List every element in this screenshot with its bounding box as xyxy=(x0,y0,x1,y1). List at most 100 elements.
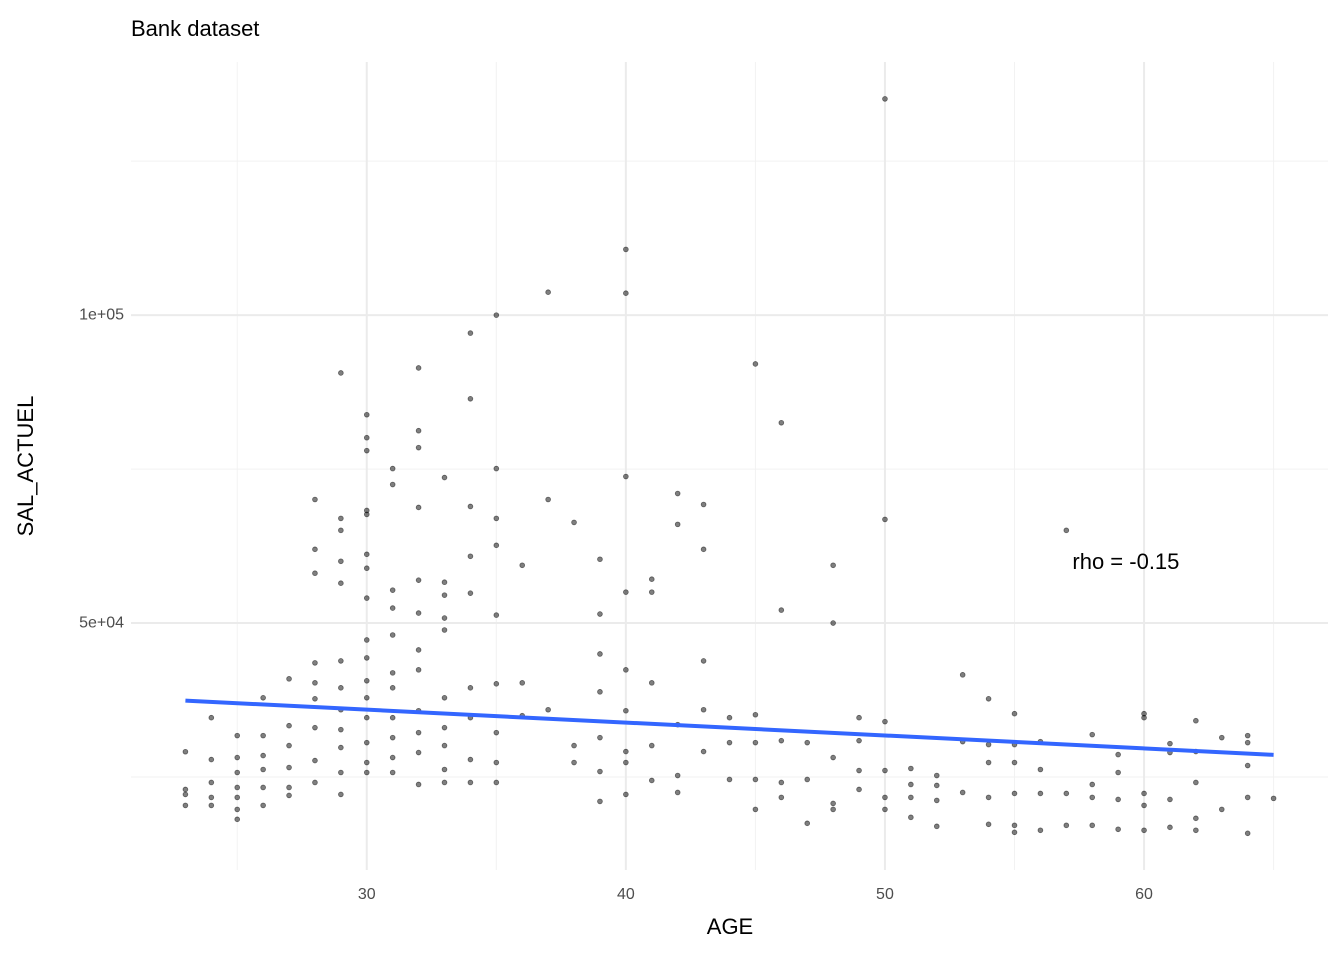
point xyxy=(882,794,888,801)
point xyxy=(1115,796,1121,803)
point xyxy=(933,772,940,779)
point xyxy=(985,695,992,702)
point xyxy=(363,678,370,684)
point xyxy=(467,396,474,402)
point xyxy=(338,527,344,534)
point xyxy=(1244,830,1251,837)
point xyxy=(493,729,500,736)
point xyxy=(830,620,836,626)
point xyxy=(882,718,888,725)
point xyxy=(182,802,189,809)
point xyxy=(493,759,500,766)
point xyxy=(726,776,733,783)
point xyxy=(312,724,318,731)
point xyxy=(882,516,888,523)
point xyxy=(623,667,629,673)
point xyxy=(752,739,759,746)
point xyxy=(312,570,318,577)
point xyxy=(648,742,655,749)
point xyxy=(752,776,759,783)
point xyxy=(441,779,448,786)
point xyxy=(959,789,966,796)
point xyxy=(493,681,500,687)
y-tick-label: 5e+04 xyxy=(79,614,124,631)
point xyxy=(312,695,318,702)
point xyxy=(1011,829,1018,836)
point xyxy=(674,772,681,779)
point xyxy=(389,670,396,676)
point xyxy=(882,96,888,102)
y-axis-title: SAL_ACTUEL xyxy=(13,396,38,537)
point xyxy=(234,794,241,801)
point xyxy=(389,769,396,776)
point xyxy=(856,737,862,744)
point xyxy=(467,756,474,763)
chart-title: Bank dataset xyxy=(131,16,259,41)
point xyxy=(493,465,500,472)
point xyxy=(623,759,629,766)
point xyxy=(908,765,914,772)
point xyxy=(545,496,551,503)
point xyxy=(1037,790,1044,797)
point xyxy=(182,748,189,755)
point xyxy=(338,769,344,776)
point xyxy=(363,434,370,441)
point xyxy=(933,797,940,804)
point xyxy=(363,511,370,518)
point xyxy=(830,800,836,807)
point xyxy=(415,365,422,371)
point xyxy=(182,786,189,793)
point xyxy=(623,748,629,755)
point xyxy=(778,419,785,426)
point xyxy=(415,647,422,653)
point xyxy=(1244,794,1251,801)
point xyxy=(908,781,914,788)
point xyxy=(389,714,396,721)
point xyxy=(1141,790,1147,797)
point xyxy=(674,490,681,497)
point xyxy=(1167,740,1173,747)
point xyxy=(597,556,603,563)
point xyxy=(493,779,500,786)
point xyxy=(441,695,448,701)
point xyxy=(389,605,396,611)
point xyxy=(493,542,500,549)
point xyxy=(234,754,241,761)
point xyxy=(389,465,396,472)
point xyxy=(700,501,707,508)
point xyxy=(597,798,603,805)
point xyxy=(338,515,344,522)
point xyxy=(260,784,266,791)
point xyxy=(648,576,655,582)
point xyxy=(234,769,241,776)
point xyxy=(234,806,241,813)
point xyxy=(856,767,862,774)
point xyxy=(726,739,733,746)
point xyxy=(1063,527,1070,534)
point xyxy=(597,611,603,617)
point xyxy=(363,411,370,418)
point xyxy=(700,748,707,755)
point xyxy=(571,519,577,526)
point xyxy=(208,756,215,763)
point xyxy=(623,589,629,595)
point xyxy=(415,610,422,616)
point xyxy=(1141,827,1147,834)
point xyxy=(959,672,966,678)
annotation: rho = -0.15 xyxy=(1072,549,1179,574)
point xyxy=(260,732,266,739)
point xyxy=(1141,802,1147,809)
point xyxy=(597,689,603,695)
point xyxy=(208,714,215,721)
point xyxy=(700,546,707,553)
point xyxy=(1270,795,1277,802)
point xyxy=(312,757,318,764)
point xyxy=(234,732,241,739)
point xyxy=(389,632,396,638)
point xyxy=(441,615,448,621)
point xyxy=(363,637,370,643)
point xyxy=(648,589,655,595)
point xyxy=(623,791,629,798)
point xyxy=(1244,762,1251,769)
point xyxy=(286,722,292,729)
